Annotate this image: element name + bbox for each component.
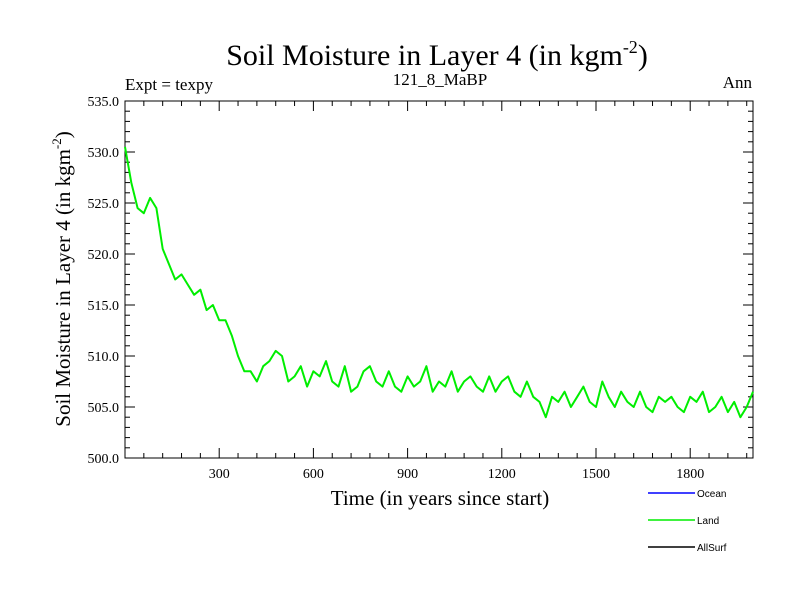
series-layer (124, 146, 754, 419)
y-tick-label: 525.0 (88, 197, 120, 212)
y-axis-label-main: Soil Moisture in Layer 4 (in kgm (51, 149, 75, 427)
season-label: Ann (723, 73, 753, 92)
legend: Ocean Land AllSurf (648, 489, 727, 554)
legend-label-allsurf: AllSurf (697, 543, 727, 554)
x-tick-label: 1500 (582, 467, 610, 482)
legend-label-ocean: Ocean (697, 489, 726, 500)
chart-title-close: ) (638, 39, 648, 72)
x-tick-label: 1200 (488, 467, 516, 482)
x-tick-label: 1800 (676, 467, 704, 482)
x-tick-label: 600 (303, 467, 324, 482)
y-tick-label: 500.0 (88, 452, 120, 467)
y-axis-label-sup: -2 (49, 138, 64, 149)
y-axis: 500.0 505.0 510.0 515.0 520.0 525.0 530.0 535.0 (88, 95, 753, 467)
x-tick-label: 300 (209, 467, 230, 482)
legend-label-land: Land (697, 516, 719, 527)
x-axis: 300 600 900 1200 1500 1800 (143, 101, 748, 482)
plot-area (124, 100, 754, 459)
y-tick-label: 520.0 (88, 248, 120, 263)
y-axis-label-close: ) (51, 131, 75, 138)
y-tick-label: 530.0 (88, 146, 120, 161)
series-line-land (124, 146, 754, 419)
x-tick-label: 900 (397, 467, 418, 482)
chart-title: Soil Moisture in Layer 4 (in kgm-2) (226, 37, 648, 72)
y-axis-label: Soil Moisture in Layer 4 (in kgm-2) (49, 131, 75, 426)
y-tick-label: 510.0 (88, 350, 120, 365)
y-tick-label: 515.0 (88, 299, 120, 314)
experiment-label: Expt = texpy (125, 75, 213, 94)
y-tick-label: 505.0 (88, 401, 120, 416)
y-tick-label: 535.0 (88, 95, 120, 110)
subtitle-label: 121_8_MaBP (393, 70, 487, 89)
chart-title-sup: -2 (623, 37, 638, 57)
chart-title-main: Soil Moisture in Layer 4 (in kgm (226, 39, 623, 72)
x-axis-label: Time (in years since start) (331, 486, 550, 510)
